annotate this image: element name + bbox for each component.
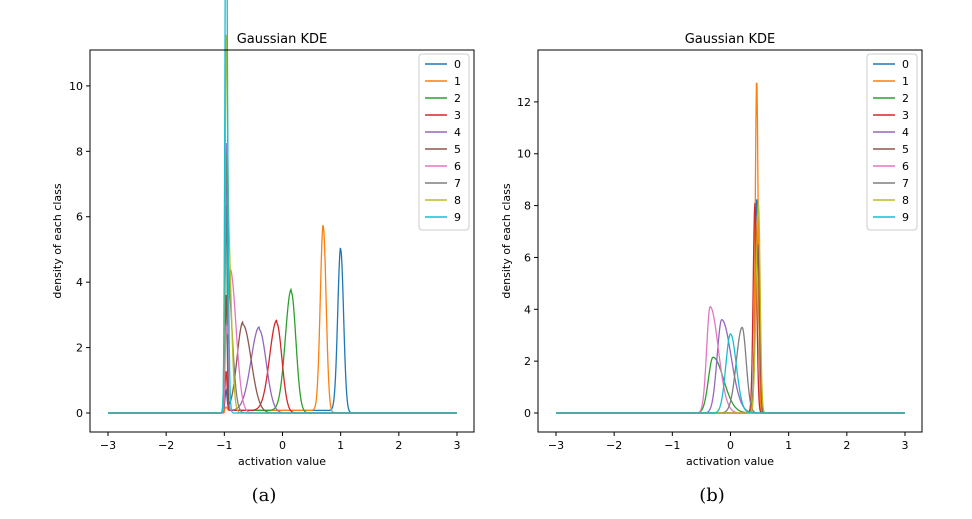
y-tick-label: 10 [69, 80, 83, 93]
legend-label-3: 3 [454, 109, 461, 122]
x-tick-label: −1 [216, 439, 232, 452]
y-tick-label: 10 [517, 148, 531, 161]
y-tick-label: 6 [76, 211, 83, 224]
x-axis-ticks: −3 −2 −1 0 1 2 3 [548, 432, 909, 452]
series-line-9 [556, 333, 905, 414]
legend-label-2: 2 [454, 92, 461, 105]
legend-label-8: 8 [902, 194, 909, 207]
series-line-9 [108, 0, 457, 414]
chart-title: Gaussian KDE [685, 32, 776, 47]
y-tick-label: 8 [76, 145, 83, 158]
legend-label-7: 7 [902, 177, 909, 190]
series-layer [108, 0, 457, 414]
legend-label-0: 0 [454, 58, 461, 71]
legend-label-2: 2 [902, 92, 909, 105]
panel-caption: (a) [252, 485, 277, 506]
legend-label-6: 6 [902, 160, 909, 173]
x-tick-label: 3 [454, 439, 461, 452]
y-axis-label: density of each class [51, 183, 64, 299]
x-tick-label: 1 [337, 439, 344, 452]
x-tick-label: 0 [279, 439, 286, 452]
y-tick-label: 8 [524, 200, 531, 213]
x-tick-label: 2 [395, 439, 402, 452]
x-tick-label: −1 [664, 439, 680, 452]
y-axis-ticks: 0 2 4 6 8 10 12 [517, 96, 538, 420]
legend-label-8: 8 [454, 194, 461, 207]
legend-label-7: 7 [454, 177, 461, 190]
legend-label-6: 6 [454, 160, 461, 173]
y-tick-label: 12 [517, 96, 531, 109]
legend-label-9: 9 [454, 211, 461, 224]
x-tick-label: 0 [727, 439, 734, 452]
x-tick-label: 1 [785, 439, 792, 452]
x-axis-label: activation value [238, 455, 326, 468]
legend: 0 1 2 3 4 5 6 7 8 9 [866, 53, 918, 231]
chart-title: Gaussian KDE [237, 32, 328, 47]
x-axis-label: activation value [686, 455, 774, 468]
legend-label-4: 4 [902, 126, 909, 139]
legend-label-1: 1 [454, 75, 461, 88]
x-axis-ticks: −3 −2 −1 0 1 2 3 [100, 432, 461, 452]
legend-label-4: 4 [454, 126, 461, 139]
y-tick-label: 2 [524, 355, 531, 368]
y-tick-label: 4 [76, 276, 83, 289]
legend-label-3: 3 [902, 109, 909, 122]
legend: 0 1 2 3 4 5 6 7 8 9 [418, 53, 470, 231]
y-tick-label: 0 [76, 407, 83, 420]
legend-label-9: 9 [902, 211, 909, 224]
y-tick-label: 6 [524, 251, 531, 264]
y-axis-ticks: 0 2 4 6 8 10 [69, 80, 90, 420]
x-tick-label: 2 [843, 439, 850, 452]
legend-label-5: 5 [454, 143, 461, 156]
y-tick-label: 4 [524, 303, 531, 316]
legend-label-5: 5 [902, 143, 909, 156]
series-layer [556, 82, 905, 414]
legend-label-1: 1 [902, 75, 909, 88]
x-tick-label: 3 [902, 439, 909, 452]
x-tick-label: −3 [548, 439, 564, 452]
x-tick-label: −2 [158, 439, 174, 452]
y-tick-label: 2 [76, 342, 83, 355]
legend-label-0: 0 [902, 58, 909, 71]
x-tick-label: −3 [100, 439, 116, 452]
y-tick-label: 0 [524, 407, 531, 420]
y-axis-label: density of each class [500, 183, 513, 299]
x-tick-label: −2 [606, 439, 622, 452]
panel-caption: (b) [699, 485, 725, 506]
